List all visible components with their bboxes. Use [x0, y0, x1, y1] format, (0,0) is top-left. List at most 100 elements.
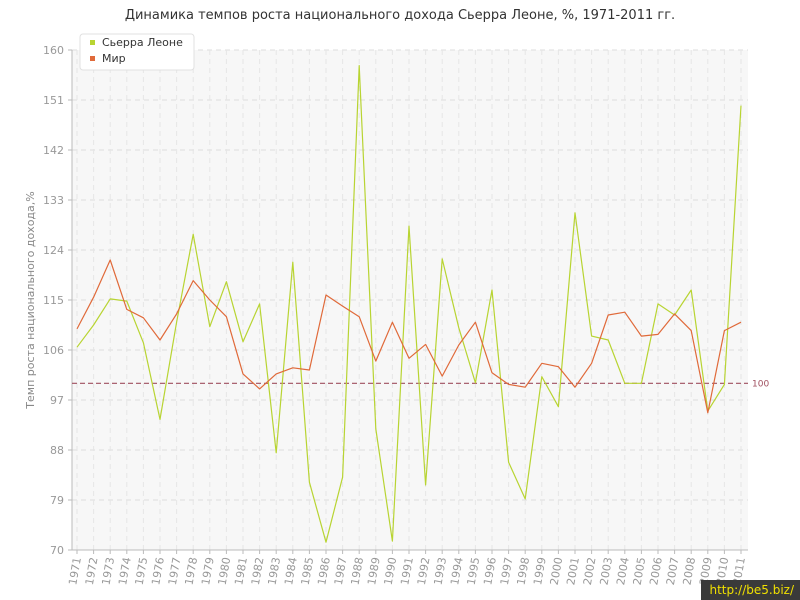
x-tick-label: 2009	[697, 556, 715, 586]
data-point-sierra-leone[interactable]	[407, 225, 410, 228]
data-point-world[interactable]	[540, 362, 543, 365]
y-tick-label: 79	[50, 494, 64, 507]
data-point-sierra-leone[interactable]	[424, 483, 427, 486]
data-point-sierra-leone[interactable]	[225, 280, 228, 283]
data-point-world[interactable]	[341, 305, 344, 308]
data-point-world[interactable]	[275, 372, 278, 375]
data-point-sierra-leone[interactable]	[573, 211, 576, 214]
legend-label-sierra-leone: Сьерра Леоне	[102, 36, 183, 49]
data-point-sierra-leone[interactable]	[175, 321, 178, 324]
x-tick-label: 1980	[216, 556, 234, 586]
data-point-sierra-leone[interactable]	[291, 261, 294, 264]
data-point-world[interactable]	[640, 335, 643, 338]
data-point-sierra-leone[interactable]	[142, 341, 145, 344]
data-point-world[interactable]	[175, 312, 178, 315]
data-point-world[interactable]	[75, 327, 78, 330]
x-tick-label: 1992	[415, 556, 433, 586]
legend-box	[79, 33, 195, 71]
data-point-sierra-leone[interactable]	[590, 335, 593, 338]
watermark-link[interactable]: http://be5.biz/	[701, 580, 800, 600]
data-point-world[interactable]	[391, 321, 394, 324]
data-point-world[interactable]	[424, 343, 427, 346]
data-point-sierra-leone[interactable]	[109, 297, 112, 300]
data-point-world[interactable]	[739, 321, 742, 324]
data-point-world[interactable]	[291, 366, 294, 369]
data-point-world[interactable]	[208, 298, 211, 301]
data-point-sierra-leone[interactable]	[441, 257, 444, 260]
data-point-world[interactable]	[557, 365, 560, 368]
data-point-sierra-leone[interactable]	[324, 541, 327, 544]
data-point-sierra-leone[interactable]	[474, 381, 477, 384]
x-tick-label: 1985	[299, 556, 317, 586]
x-tick-label: 2002	[581, 556, 599, 586]
x-tick-label: 1976	[149, 556, 167, 586]
data-point-sierra-leone[interactable]	[723, 383, 726, 386]
data-point-world[interactable]	[158, 338, 161, 341]
data-point-sierra-leone[interactable]	[739, 104, 742, 107]
data-point-sierra-leone[interactable]	[507, 461, 510, 464]
data-point-sierra-leone[interactable]	[623, 382, 626, 385]
data-point-world[interactable]	[258, 387, 261, 390]
x-tick-label: 1999	[531, 556, 549, 586]
data-point-world[interactable]	[706, 411, 709, 414]
legend-swatch-sierra-leone	[90, 40, 95, 45]
data-point-sierra-leone[interactable]	[640, 382, 643, 385]
data-point-world[interactable]	[407, 357, 410, 360]
data-point-world[interactable]	[623, 311, 626, 314]
data-point-world[interactable]	[358, 315, 361, 318]
data-point-world[interactable]	[324, 293, 327, 296]
data-point-world[interactable]	[192, 279, 195, 282]
x-tick-label: 1972	[83, 556, 101, 586]
data-point-sierra-leone[interactable]	[607, 338, 610, 341]
data-point-sierra-leone[interactable]	[540, 375, 543, 378]
data-point-world[interactable]	[92, 296, 95, 299]
data-point-sierra-leone[interactable]	[75, 346, 78, 349]
data-point-world[interactable]	[457, 343, 460, 346]
data-point-sierra-leone[interactable]	[241, 340, 244, 343]
data-point-sierra-leone[interactable]	[275, 451, 278, 454]
data-point-world[interactable]	[241, 372, 244, 375]
data-point-world[interactable]	[573, 386, 576, 389]
data-point-world[interactable]	[690, 329, 693, 332]
data-point-world[interactable]	[109, 258, 112, 261]
legend[interactable]: Сьерра Леоне Мир	[79, 33, 195, 71]
data-point-sierra-leone[interactable]	[557, 405, 560, 408]
y-axis-label: Темп роста национального дохода,%	[24, 191, 37, 409]
x-tick-label: 1986	[315, 556, 333, 586]
data-point-world[interactable]	[656, 333, 659, 336]
data-point-world[interactable]	[490, 371, 493, 374]
data-point-world[interactable]	[308, 368, 311, 371]
data-point-sierra-leone[interactable]	[524, 497, 527, 500]
data-point-sierra-leone[interactable]	[308, 481, 311, 484]
data-point-sierra-leone[interactable]	[125, 300, 128, 303]
data-point-sierra-leone[interactable]	[92, 323, 95, 326]
data-point-world[interactable]	[607, 313, 610, 316]
data-point-sierra-leone[interactable]	[358, 64, 361, 67]
data-point-world[interactable]	[474, 321, 477, 324]
data-point-sierra-leone[interactable]	[391, 540, 394, 543]
legend-label-world: Мир	[102, 52, 126, 65]
data-point-sierra-leone[interactable]	[258, 302, 261, 305]
data-point-world[interactable]	[507, 383, 510, 386]
data-point-world[interactable]	[673, 312, 676, 315]
x-tick-label: 1983	[265, 556, 283, 586]
data-point-world[interactable]	[441, 375, 444, 378]
data-point-world[interactable]	[125, 308, 128, 311]
data-point-sierra-leone[interactable]	[457, 326, 460, 329]
data-point-sierra-leone[interactable]	[208, 325, 211, 328]
data-point-sierra-leone[interactable]	[490, 288, 493, 291]
data-point-sierra-leone[interactable]	[341, 476, 344, 479]
data-point-world[interactable]	[225, 315, 228, 318]
data-point-world[interactable]	[590, 362, 593, 365]
data-point-sierra-leone[interactable]	[374, 427, 377, 430]
data-point-world[interactable]	[723, 329, 726, 332]
data-point-world[interactable]	[524, 386, 527, 389]
x-tick-label: 1979	[199, 556, 217, 586]
legend-swatch-world	[90, 56, 95, 61]
data-point-world[interactable]	[142, 316, 145, 319]
data-point-sierra-leone[interactable]	[192, 233, 195, 236]
data-point-sierra-leone[interactable]	[158, 418, 161, 421]
data-point-sierra-leone[interactable]	[690, 288, 693, 291]
data-point-world[interactable]	[374, 360, 377, 363]
data-point-sierra-leone[interactable]	[656, 302, 659, 305]
